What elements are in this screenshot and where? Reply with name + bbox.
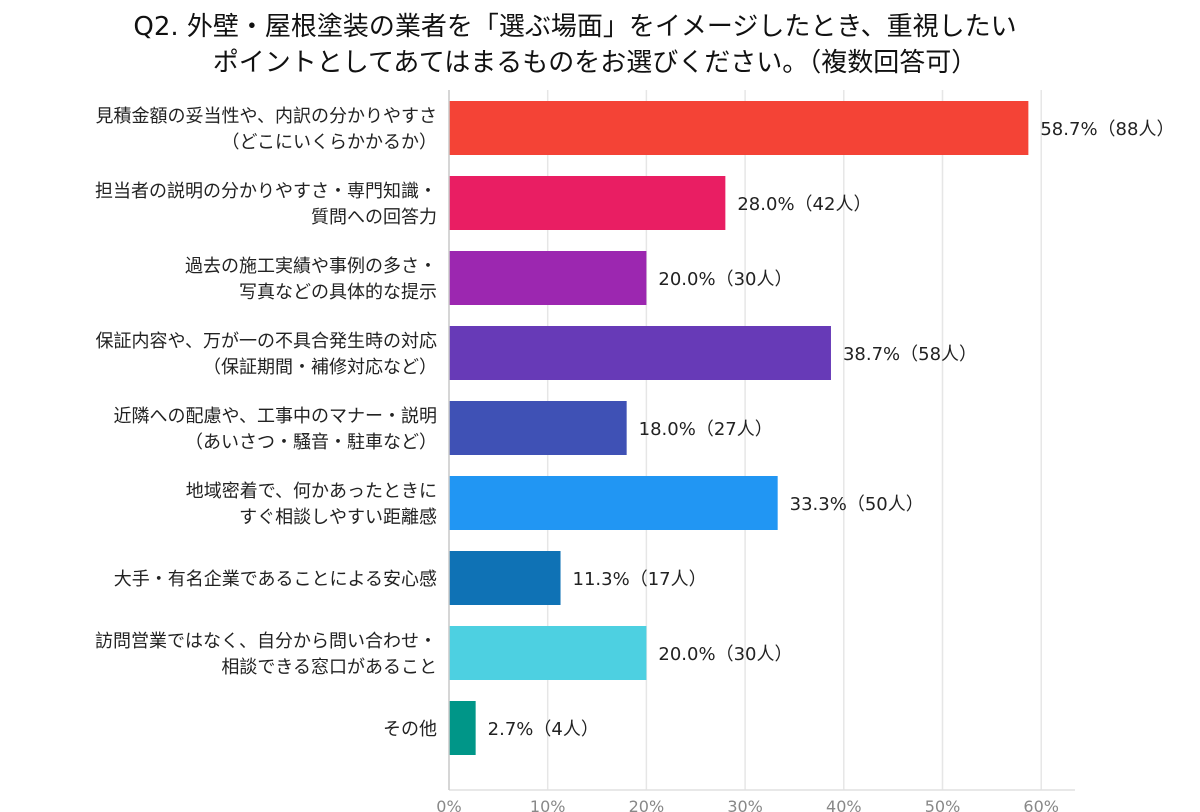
bar bbox=[449, 176, 726, 230]
bar bbox=[449, 251, 647, 305]
data-label: 33.3%（50人） bbox=[790, 494, 924, 515]
category-label: 相談できる窓口があること bbox=[221, 657, 437, 678]
data-label: 20.0%（30人） bbox=[658, 269, 792, 290]
x-tick-label: 60% bbox=[1023, 797, 1059, 812]
category-label: すぐ相談しやすい距離感 bbox=[239, 507, 437, 528]
category-label: 大手・有名企業であることによる安心感 bbox=[114, 569, 437, 590]
bar bbox=[449, 626, 647, 680]
category-label: 過去の施工実績や事例の多さ・ bbox=[185, 256, 437, 277]
category-label: 担当者の説明の分かりやすさ・専門知識・ bbox=[95, 181, 437, 202]
category-label: （あいさつ・騒音・駐車など） bbox=[185, 432, 437, 453]
bar bbox=[449, 401, 627, 455]
category-label: 写真などの具体的な提示 bbox=[239, 282, 437, 303]
data-label: 18.0%（27人） bbox=[639, 419, 773, 440]
x-tick-label: 20% bbox=[629, 797, 665, 812]
bar bbox=[449, 326, 831, 380]
x-tick-label: 30% bbox=[727, 797, 763, 812]
category-label: 近隣への配慮や、工事中のマナー・説明 bbox=[114, 406, 437, 427]
x-tick-label: 50% bbox=[925, 797, 961, 812]
x-tick-label: 10% bbox=[530, 797, 566, 812]
category-label: その他 bbox=[383, 719, 437, 740]
data-label: 38.7%（58人） bbox=[843, 344, 977, 365]
data-label: 58.7%（88人） bbox=[1040, 119, 1174, 140]
category-label: 見積金額の妥当性や、内訳の分かりやすさ bbox=[96, 106, 437, 127]
category-label: 地域密着で、何かあったときに bbox=[186, 481, 437, 502]
data-label: 2.7%（4人） bbox=[488, 719, 599, 740]
category-label: 訪問営業ではなく、自分から問い合わせ・ bbox=[95, 631, 437, 652]
bar bbox=[449, 476, 778, 530]
chart-title-line-2: ポイントとしてあてはまるものをお選びください。（複数回答可） bbox=[212, 48, 978, 78]
chart-title-line-1: Q2. 外壁・屋根塗装の業者を「選ぶ場面」をイメージしたとき、重視したい bbox=[133, 12, 1017, 42]
data-label: 11.3%（17人） bbox=[573, 569, 707, 590]
category-label: 質問への回答力 bbox=[311, 207, 437, 228]
data-label: 20.0%（30人） bbox=[658, 644, 792, 665]
category-label: （どこにいくらかかるか） bbox=[222, 132, 437, 153]
bar bbox=[449, 701, 476, 755]
bar bbox=[449, 101, 1029, 155]
bar bbox=[449, 551, 561, 605]
x-tick-label: 40% bbox=[826, 797, 862, 812]
x-tick-label: 0% bbox=[436, 797, 461, 812]
category-label: 保証内容や、万が一の不具合発生時の対応 bbox=[96, 331, 437, 352]
category-label: （保証期間・補修対応など） bbox=[203, 357, 437, 378]
data-label: 28.0%（42人） bbox=[737, 194, 871, 215]
